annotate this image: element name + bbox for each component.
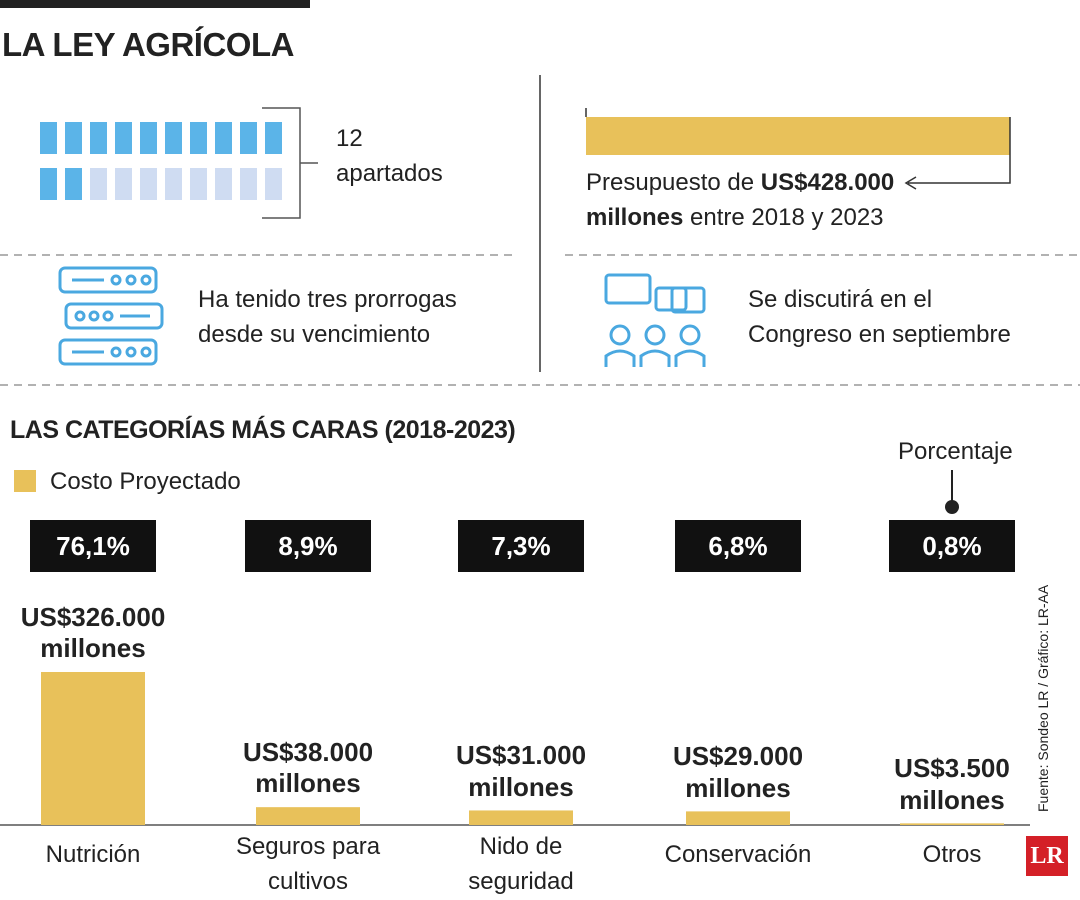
block — [265, 168, 282, 200]
block — [65, 168, 82, 200]
block — [215, 122, 232, 154]
value-label: US$3.500 millones — [894, 753, 1010, 815]
block — [140, 168, 157, 200]
value-label: US$326.000 millones — [20, 602, 166, 664]
title: LA LEY AGRÍCOLA — [2, 26, 294, 63]
sections-fact: 12 apartados — [336, 122, 443, 192]
pct-box — [245, 520, 371, 572]
pct-label: 0,8% — [922, 531, 982, 561]
budget-bar — [586, 117, 1010, 155]
budget-unit: millones — [586, 203, 684, 231]
legend-label: Costo Proyectado — [50, 468, 241, 495]
bar — [256, 807, 360, 825]
meeting-icon — [604, 273, 706, 367]
value-label: US$29.000 millones — [672, 741, 804, 803]
block — [240, 168, 257, 200]
block — [140, 122, 157, 154]
block — [240, 122, 257, 154]
sections-icon — [40, 122, 282, 200]
bar — [686, 811, 790, 825]
category-label: Nido de seguridad — [468, 833, 574, 895]
block — [90, 168, 107, 200]
logo: LR — [1026, 836, 1068, 876]
pct-label: 7,3% — [491, 531, 551, 561]
bar — [469, 810, 573, 825]
pct-box — [458, 520, 584, 572]
legend-swatch — [14, 470, 36, 492]
block — [115, 122, 132, 154]
pct-legend: Porcentaje — [898, 438, 1013, 465]
block — [215, 168, 232, 200]
pct-box — [889, 520, 1015, 572]
budget-suffix: entre 2018 y 2023 — [690, 203, 884, 231]
block — [190, 168, 207, 200]
block — [115, 168, 132, 200]
congress-fact: Se discutirá en el Congreso en septiembr… — [748, 286, 1011, 348]
block — [190, 122, 207, 154]
chart-title: LAS CATEGORÍAS MÁS CARAS (2018-2023) — [10, 416, 516, 444]
chat-icon — [58, 266, 164, 366]
block — [65, 122, 82, 154]
budget-amount: US$428.000 — [760, 169, 895, 196]
budget-fact: Presupuesto de US$428.000 millones entre… — [586, 166, 926, 236]
category-label: Nutrición — [45, 841, 141, 868]
extensions-fact: Ha tenido tres prorrogas desde su vencim… — [198, 286, 457, 348]
category-label: Otros — [922, 841, 982, 868]
sections-count: 12 — [336, 125, 363, 152]
top-bar — [0, 0, 310, 8]
pct-label: 76,1% — [56, 531, 130, 561]
block — [265, 122, 282, 154]
bar — [41, 672, 145, 825]
pct-box — [30, 520, 156, 572]
block — [165, 168, 182, 200]
category-label: Conservación — [664, 841, 812, 868]
bracket — [262, 107, 318, 219]
pct-label: 6,8% — [708, 531, 768, 561]
block — [90, 122, 107, 154]
pct-label: 8,9% — [278, 531, 338, 561]
sections-label: apartados — [336, 159, 443, 187]
category-label: Seguros para cultivos — [235, 833, 381, 895]
pct-dot — [945, 500, 959, 514]
block — [165, 122, 182, 154]
pct-box — [675, 520, 801, 572]
budget-arrow — [585, 108, 1011, 190]
value-label: US$38.000 millones — [242, 737, 374, 799]
block — [40, 122, 57, 154]
budget-prefix: Presupuesto de — [586, 169, 755, 196]
block — [40, 168, 57, 200]
bar — [900, 823, 1004, 825]
value-label: US$31.000 millones — [455, 740, 587, 802]
